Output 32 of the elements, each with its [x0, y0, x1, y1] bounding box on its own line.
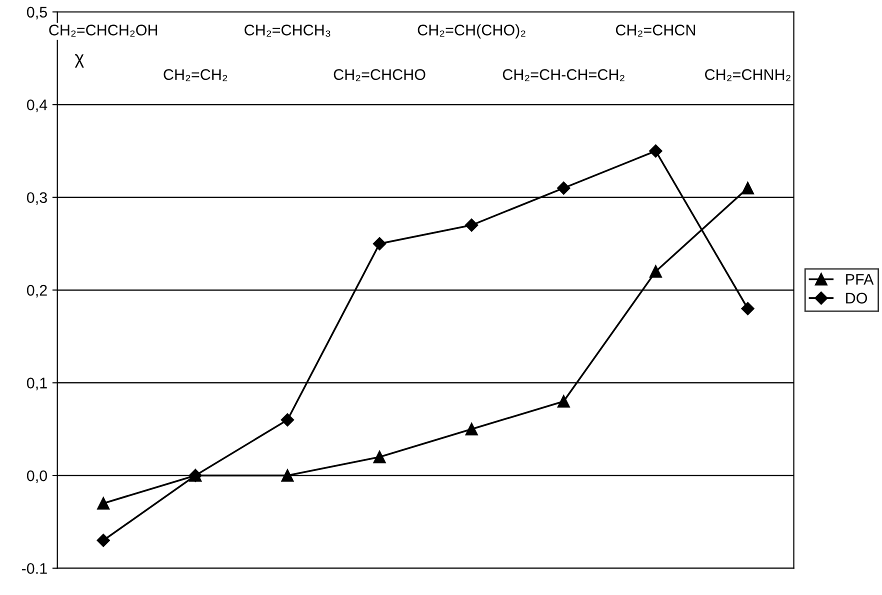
point — [465, 218, 478, 232]
x-tick-label: CH₂=CH₂ — [164, 69, 228, 82]
point — [373, 450, 386, 464]
y-tick-label: -0.1 — [22, 563, 47, 574]
x-tick-label: CH₂=CHCH₂OH — [49, 24, 158, 37]
point — [465, 422, 478, 436]
x-tick-label: CH₂=CH-CH=CH₂ — [502, 69, 624, 82]
y-tick-label: 0,0 — [26, 470, 48, 483]
y-tick-label: 0,2 — [26, 284, 47, 298]
x-tick-label: CH₂=CHNH₂ — [705, 69, 790, 82]
point — [280, 413, 294, 426]
point — [372, 237, 386, 250]
point — [96, 534, 110, 547]
point — [97, 497, 110, 510]
y-tick-label: 0,5 — [26, 6, 47, 20]
y-tick-label: 0,4 — [26, 99, 48, 112]
y-axis-title: χ — [74, 54, 84, 68]
x-tick-label: CH₂=CHCHO — [334, 69, 426, 82]
point — [649, 265, 662, 278]
point — [649, 144, 662, 158]
legend-label: PFA — [846, 274, 874, 285]
legend-label: DO — [846, 292, 868, 304]
x-tick-label: CH₂=CHCN — [616, 24, 695, 37]
y-tick-label: 0,3 — [26, 192, 47, 205]
point — [742, 182, 754, 194]
point — [281, 469, 294, 482]
x-tick-label: CH₂=CHCH₃ — [244, 24, 330, 37]
y-tick-label: 0,1 — [26, 378, 47, 390]
point — [741, 302, 754, 316]
point — [557, 181, 570, 195]
point — [557, 395, 570, 408]
x-tick-label: CH₂=CH(CHO)₂ — [418, 24, 526, 38]
